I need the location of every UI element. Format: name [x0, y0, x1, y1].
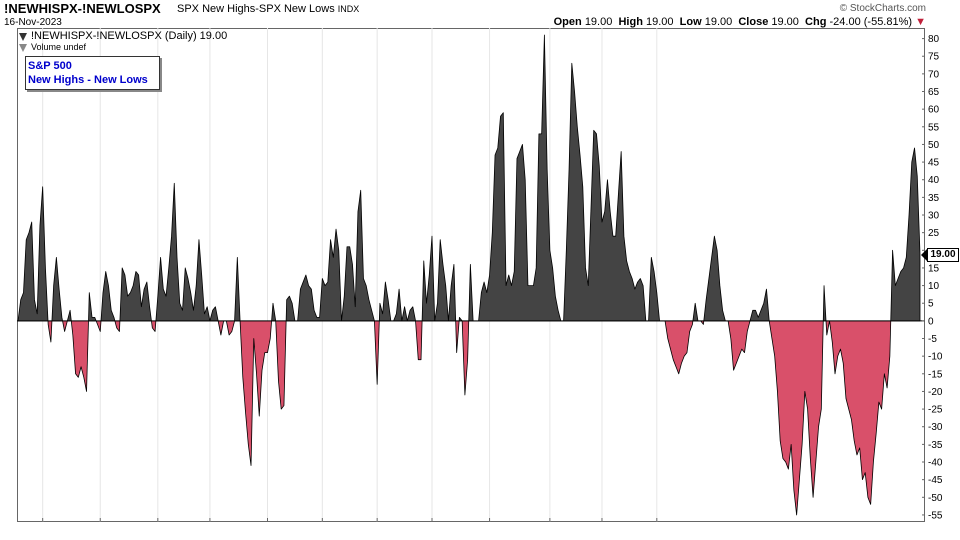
- high-label: High: [618, 16, 643, 28]
- y-tick-label: -10: [928, 352, 943, 363]
- y-tick-label: -40: [928, 458, 943, 469]
- chart-svg[interactable]: Dec2023FebMarAprMayJunJulAugSepOctNov !N…: [17, 28, 925, 539]
- y-tick-label: 60: [928, 105, 940, 116]
- y-tick-label: -15: [928, 369, 943, 380]
- chart-panel[interactable]: Dec2023FebMarAprMayJunJulAugSepOctNov !N…: [17, 28, 925, 539]
- price-pointer-icon: [921, 249, 927, 261]
- legend-line-2: New Highs - New Lows: [28, 74, 148, 86]
- y-tick-label: 50: [928, 140, 940, 151]
- volume-label: Volume undef: [31, 42, 87, 52]
- open-label: Open: [553, 16, 582, 28]
- close-value: 19.00: [771, 16, 799, 28]
- y-tick-labels: 807570656055504540353025151050-5-10-15-2…: [928, 34, 943, 521]
- y-tick-label: 5: [928, 299, 934, 310]
- y-tick-label: 40: [928, 175, 940, 186]
- series-label: !NEWHISPX-!NEWLOSPX (Daily) 19.00: [31, 30, 227, 42]
- down-arrow-icon: ▼: [915, 16, 926, 28]
- legend-line-1: S&P 500: [28, 60, 72, 72]
- chart-date: 16-Nov-2023: [4, 17, 62, 28]
- y-tick-label: -5: [928, 334, 937, 345]
- ohlc-readout: Open 19.00 High 19.00 Low 19.00 Close 19…: [554, 16, 926, 28]
- symbol-description: SPX New Highs-SPX New Lows INDX: [177, 3, 359, 15]
- stockcharts-brand[interactable]: © StockCharts.com: [839, 3, 926, 14]
- volume-indicator-icon: [19, 44, 27, 52]
- y-tick-label: 65: [928, 87, 940, 98]
- series-indicator-icon: [19, 33, 27, 41]
- y-tick-label: 70: [928, 69, 940, 80]
- y-tick-label: -50: [928, 493, 943, 504]
- y-tick-label: 15: [928, 263, 940, 274]
- y-axis: [922, 38, 925, 516]
- y-tick-label: -45: [928, 475, 943, 486]
- y-tick-label: -30: [928, 422, 943, 433]
- high-value: 19.00: [645, 16, 674, 28]
- y-tick-label: 30: [928, 211, 940, 222]
- y-tick-label: 0: [928, 316, 934, 327]
- y-tick-label: 55: [928, 122, 940, 133]
- low-label: Low: [679, 16, 702, 28]
- y-tick-label: 25: [928, 228, 940, 239]
- open-value: 19.00: [584, 16, 613, 28]
- y-tick-label: -35: [928, 440, 943, 451]
- y-tick-label: -20: [928, 387, 943, 398]
- y-tick-label: 45: [928, 158, 940, 169]
- change-label: Chg: [805, 16, 827, 28]
- chart-legend: S&P 500 New Highs - New Lows: [25, 56, 160, 90]
- negative-area: [17, 320, 921, 516]
- low-value: 19.00: [704, 16, 733, 28]
- close-label: Close: [738, 16, 769, 28]
- exchange-label: INDX: [337, 4, 360, 14]
- series-name: SPX New Highs-SPX New Lows: [177, 3, 335, 15]
- change-value: -24.00 (-55.81%): [829, 16, 913, 28]
- y-tick-label: -25: [928, 405, 943, 416]
- y-tick-label: 75: [928, 52, 940, 63]
- y-tick-label: 80: [928, 34, 940, 45]
- y-tick-label: -55: [928, 510, 943, 521]
- y-tick-label: 10: [928, 281, 940, 292]
- y-tick-label: 35: [928, 193, 940, 204]
- last-price-tag: 19.00: [927, 248, 959, 262]
- symbol-title: !NEWHISPX-!NEWLOSPX: [4, 1, 161, 16]
